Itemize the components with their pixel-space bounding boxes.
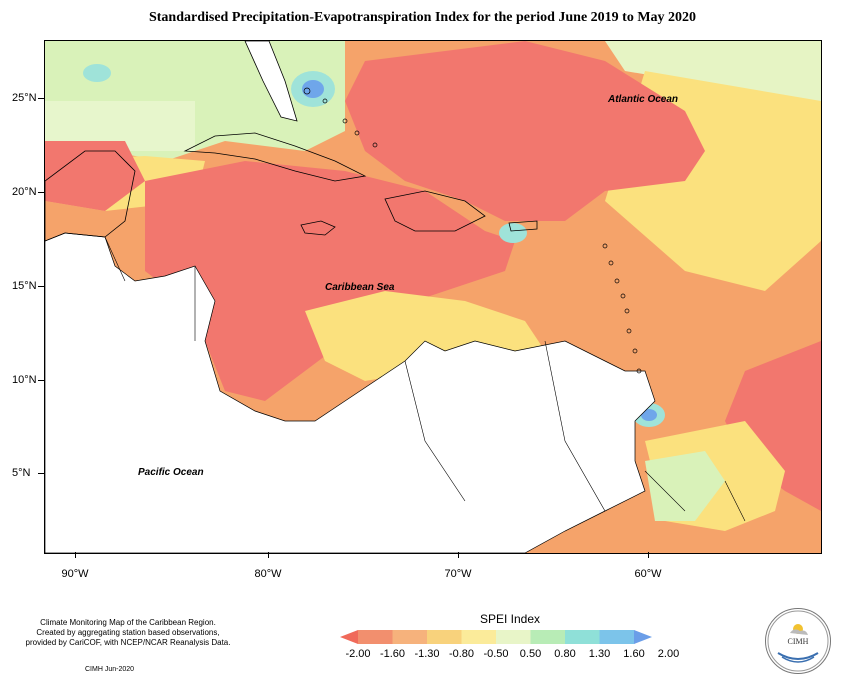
ocean-label-pacific: Pacific Ocean [138, 467, 204, 478]
legend-tick-label: 1.30 [588, 648, 611, 660]
y-tick-label: 25°N [12, 92, 37, 104]
x-tick-label: 80°W [254, 568, 282, 580]
x-tick-label: 60°W [634, 568, 662, 580]
wet-spot-bahamas-inner [302, 80, 324, 98]
wet-zone-gulf-2 [45, 101, 195, 151]
y-tick-label: 15°N [12, 280, 37, 292]
y-tick-mark [38, 380, 44, 381]
legend-color-cell [461, 630, 497, 644]
legend-tick-label: -0.80 [448, 648, 475, 660]
x-tick-label: 90°W [61, 568, 89, 580]
map-canvas [45, 41, 821, 553]
y-tick-mark [38, 192, 44, 193]
land-puerto-rico [508, 220, 538, 232]
wet-spot-gulf [83, 64, 111, 82]
legend-color-cell [599, 630, 635, 644]
legend-tick-label: 1.60 [623, 648, 645, 660]
logo-text: CIMH [787, 637, 809, 646]
legend-color-cell [530, 630, 566, 644]
land-hispaniola [384, 190, 486, 232]
land-bahamas [303, 87, 378, 148]
land-cuba [183, 132, 367, 182]
footnote-line: Climate Monitoring Map of the Caribbean … [40, 618, 216, 627]
legend-colorbar [340, 630, 652, 644]
ocean-label-atlantic: Atlantic Ocean [608, 94, 679, 105]
land-lesser-antilles [602, 243, 642, 374]
y-tick-label: 5°N [12, 467, 31, 479]
spei-map [44, 40, 822, 554]
legend-tick-label: -1.60 [379, 648, 406, 660]
legend-title: SPEI Index [479, 612, 541, 626]
logo-graphic [767, 610, 829, 672]
extreme-dry-west [45, 141, 145, 211]
y-tick-mark [38, 473, 44, 474]
x-tick-label: 70°W [444, 568, 472, 580]
x-tick-mark [648, 552, 649, 558]
legend-color-cell [340, 630, 358, 644]
footnote: Climate Monitoring Map of the Caribbean … [8, 618, 248, 648]
cimh-logo: CIMH [765, 608, 831, 674]
ocean-label-caribbean: Caribbean Sea [325, 282, 395, 293]
legend-color-cell [427, 630, 462, 644]
country-borders [104, 236, 746, 522]
land-yucatan [45, 150, 136, 242]
land-south-central-america [45, 232, 656, 553]
extreme-dry-atlantic [345, 41, 705, 221]
x-tick-mark [75, 552, 76, 558]
y-tick-mark [38, 286, 44, 287]
legend-tick-label: 0.50 [519, 648, 542, 660]
wet-spot-puerto-rico [499, 223, 527, 243]
legend-color-cell [634, 630, 652, 644]
land-jamaica [300, 220, 336, 236]
footnote-line: Created by aggregating station based obs… [36, 628, 220, 637]
y-tick-label: 10°N [12, 374, 37, 386]
legend-color-cell [565, 630, 600, 644]
footnote-line: provided by CariCOF, with NCEP/NCAR Rean… [25, 638, 231, 647]
extreme-dry-guianas [725, 341, 821, 511]
y-tick-label: 20°N [12, 186, 37, 198]
x-tick-mark [268, 552, 269, 558]
legend-tick-label: 2.00 [657, 648, 680, 660]
legend-color-cell [392, 630, 428, 644]
land-florida [244, 41, 298, 122]
legend-color-cell [358, 630, 393, 644]
legend-color-cell [496, 630, 531, 644]
map-title: Standardised Precipitation-Evapotranspir… [148, 10, 697, 25]
legend-tick-label: 0.80 [554, 648, 576, 660]
x-tick-mark [458, 552, 459, 558]
legend-tick-label: -0.50 [483, 648, 509, 660]
legend-tick-label: -2.00 [345, 648, 371, 660]
extreme-dry-caribbean [145, 161, 515, 401]
wet-spot-trinidad-inner [641, 409, 657, 421]
y-tick-mark [38, 98, 44, 99]
legend-tick-label: -1.30 [414, 648, 440, 660]
wet-zone-guiana [645, 451, 725, 521]
footnote-date: CIMH Jun-2020 [85, 666, 135, 673]
